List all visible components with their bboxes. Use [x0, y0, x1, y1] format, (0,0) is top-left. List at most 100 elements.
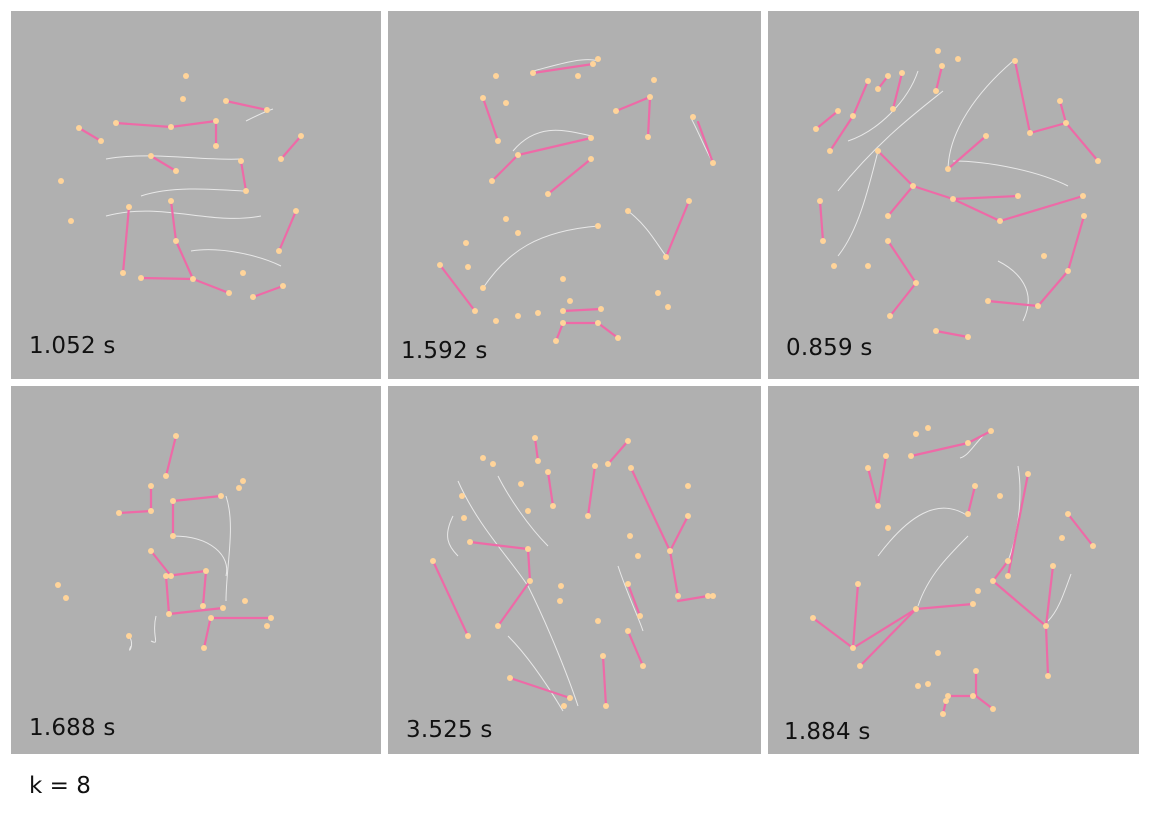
path-edges [877, 435, 1072, 622]
node [985, 298, 991, 304]
node [935, 48, 941, 54]
graph-canvas-1 [58, 73, 304, 300]
node [945, 166, 951, 172]
node [690, 114, 696, 120]
node [126, 204, 132, 210]
node [625, 628, 631, 634]
tree-edge [174, 239, 195, 281]
node [560, 320, 566, 326]
node [240, 478, 246, 484]
tree-edges [814, 59, 1100, 339]
node [983, 133, 989, 139]
node [264, 623, 270, 629]
tree-edge [481, 96, 500, 143]
tree-edge [818, 199, 825, 243]
path-edge [959, 435, 984, 459]
node [939, 63, 945, 69]
time-label: 1.884 s [784, 719, 871, 745]
node [595, 56, 601, 62]
tree-edge [626, 582, 642, 618]
tree-edge [533, 436, 540, 463]
tree-edges [77, 99, 303, 299]
node [831, 263, 837, 269]
node [885, 238, 891, 244]
tree-edge [169, 119, 218, 129]
tree-edge [1066, 214, 1086, 273]
node [908, 453, 914, 459]
node [218, 493, 224, 499]
node [1090, 543, 1096, 549]
path-edges [482, 59, 714, 289]
node [168, 198, 174, 204]
node [945, 693, 951, 699]
path-edge [617, 565, 644, 632]
tree-edge [814, 109, 840, 131]
node [655, 290, 661, 296]
node [120, 270, 126, 276]
node [515, 313, 521, 319]
graph-panel-1: 1.052 s [11, 11, 381, 379]
tree-edge [1066, 512, 1095, 548]
tree-edge [164, 574, 171, 616]
path-edge [447, 515, 459, 557]
graph-panel-2: 1.592 s [388, 11, 761, 379]
node [665, 304, 671, 310]
path-edge [847, 70, 919, 142]
tree-edge [909, 441, 970, 458]
node [116, 510, 122, 516]
node [489, 178, 495, 184]
node [913, 606, 919, 612]
node [467, 539, 473, 545]
path-edge [1047, 573, 1072, 622]
node [280, 283, 286, 289]
tree-edge [554, 321, 565, 343]
path-edges [128, 495, 231, 651]
node [990, 706, 996, 712]
node [461, 515, 467, 521]
node [545, 191, 551, 197]
node [173, 433, 179, 439]
node [463, 240, 469, 246]
nodes [810, 425, 1096, 717]
node [126, 633, 132, 639]
tree-edge [676, 594, 710, 603]
tree-edge [516, 136, 593, 157]
tree-edge [167, 606, 225, 616]
node [68, 218, 74, 224]
node [595, 320, 601, 326]
node [148, 153, 154, 159]
node [645, 134, 651, 140]
tree-edge [1044, 564, 1055, 628]
tree-edge [966, 484, 977, 516]
node [459, 493, 465, 499]
node [933, 88, 939, 94]
node [558, 583, 564, 589]
graph-canvas-2 [437, 56, 716, 344]
node [76, 125, 82, 131]
node [600, 653, 606, 659]
tree-edge [586, 464, 597, 518]
node [933, 328, 939, 334]
node [550, 503, 556, 509]
node [595, 618, 601, 624]
path-edge [105, 210, 262, 219]
tree-edge [526, 547, 532, 583]
node [647, 94, 653, 100]
node [503, 100, 509, 106]
tree-edge [696, 120, 715, 165]
node [865, 78, 871, 84]
node [827, 148, 833, 154]
graph-canvas-5 [430, 435, 716, 712]
tree-edge [986, 299, 1040, 308]
node [567, 695, 573, 701]
node [887, 313, 893, 319]
node [685, 513, 691, 519]
nodes [430, 435, 716, 709]
node [527, 578, 533, 584]
node [472, 308, 478, 314]
time-label: 0.859 s [786, 335, 873, 361]
node [890, 106, 896, 112]
node [640, 663, 646, 669]
node [1095, 158, 1101, 164]
tree-edge [668, 514, 690, 553]
